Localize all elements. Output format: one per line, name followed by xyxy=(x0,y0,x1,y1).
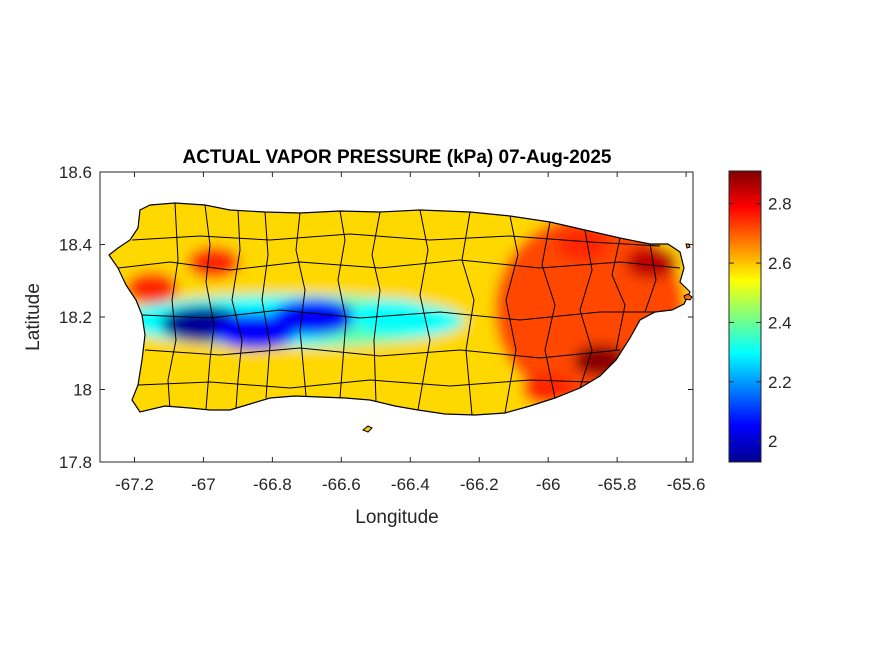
x-tick-label: -67.2 xyxy=(115,475,154,494)
field-feature-high xyxy=(125,272,178,304)
municipality-boundary xyxy=(144,347,621,359)
x-tick-label: -66.4 xyxy=(391,475,430,494)
chart-title: ACTUAL VAPOR PRESSURE (kPa) 07-Aug-2025 xyxy=(182,147,611,168)
municipality-boundary xyxy=(579,229,593,389)
municipality-boundary xyxy=(231,209,243,409)
municipality-boundary xyxy=(131,233,661,247)
municipality-boundary xyxy=(117,259,681,271)
y-tick-label: 18.2 xyxy=(59,308,92,327)
colorbar-tick-label: 2.6 xyxy=(768,254,792,273)
x-tick-label: -67 xyxy=(191,475,216,494)
municipality-boundary xyxy=(371,211,381,403)
field-feature-high xyxy=(556,228,609,261)
y-axis-label: Latitude xyxy=(23,283,44,351)
x-axis-label: Longitude xyxy=(355,507,438,528)
colorbar-tick-label: 2 xyxy=(768,432,777,451)
colorbar: 2 2.2 2.4 2.6 2.8 xyxy=(728,170,792,463)
small-island-caja-de-muertos xyxy=(362,425,373,433)
municipality-boundary xyxy=(137,379,591,389)
x-tick-label: -65.6 xyxy=(667,475,706,494)
y-tick-label: 18.6 xyxy=(59,163,92,182)
x-tick-label: -66.8 xyxy=(253,475,292,494)
field-feature-high xyxy=(187,246,240,279)
field-feature-high xyxy=(625,246,678,279)
colorbar-tick-label: 2.2 xyxy=(768,373,792,392)
municipality-boundary xyxy=(541,221,556,399)
y-tick-label: 18.4 xyxy=(59,236,92,255)
colorbar-gradient xyxy=(728,170,762,463)
x-tick-label: -66 xyxy=(536,475,561,494)
municipality-boundary xyxy=(417,209,431,411)
vapor-pressure-field xyxy=(109,203,690,415)
municipality-boundary xyxy=(611,237,626,351)
y-tick-label: 17.8 xyxy=(59,453,92,472)
colorbar-tick-label: 2.4 xyxy=(768,313,792,332)
municipality-boundary xyxy=(204,204,215,410)
field-feature-low xyxy=(351,299,436,335)
municipality-boundary xyxy=(167,203,179,411)
field-layer xyxy=(109,203,690,415)
x-tick-label: -65.8 xyxy=(598,475,637,494)
y-axis-ticks: 17.8 18 18.2 18.4 18.6 xyxy=(59,163,693,472)
municipality-boundary xyxy=(141,309,660,321)
map-axes: -67.2 -67 -66.8 -66.6 -66.4 -66.2 -66 -65.8 -65.… xyxy=(23,147,705,528)
colorbar-tick-label: 2.8 xyxy=(768,195,792,214)
small-island-vieques xyxy=(683,293,693,301)
y-tick-label: 18 xyxy=(73,381,92,400)
field-feature-low xyxy=(271,299,356,335)
municipality-boundary xyxy=(461,211,475,415)
island-coastline xyxy=(108,202,691,416)
x-tick-label: -66.6 xyxy=(322,475,361,494)
x-axis-ticks: -67.2 -67 -66.8 -66.6 -66.4 -66.2 -66 -65.8 -65.… xyxy=(115,172,705,494)
municipality-boundary xyxy=(261,211,271,399)
municipality-boundary xyxy=(504,215,519,414)
municipality-boundaries xyxy=(117,203,681,415)
x-tick-label: -66.2 xyxy=(460,475,499,494)
municipality-boundary xyxy=(644,243,657,313)
colorbar-ticks: 2 2.2 2.4 2.6 2.8 xyxy=(729,195,792,451)
municipality-boundary xyxy=(337,210,347,399)
